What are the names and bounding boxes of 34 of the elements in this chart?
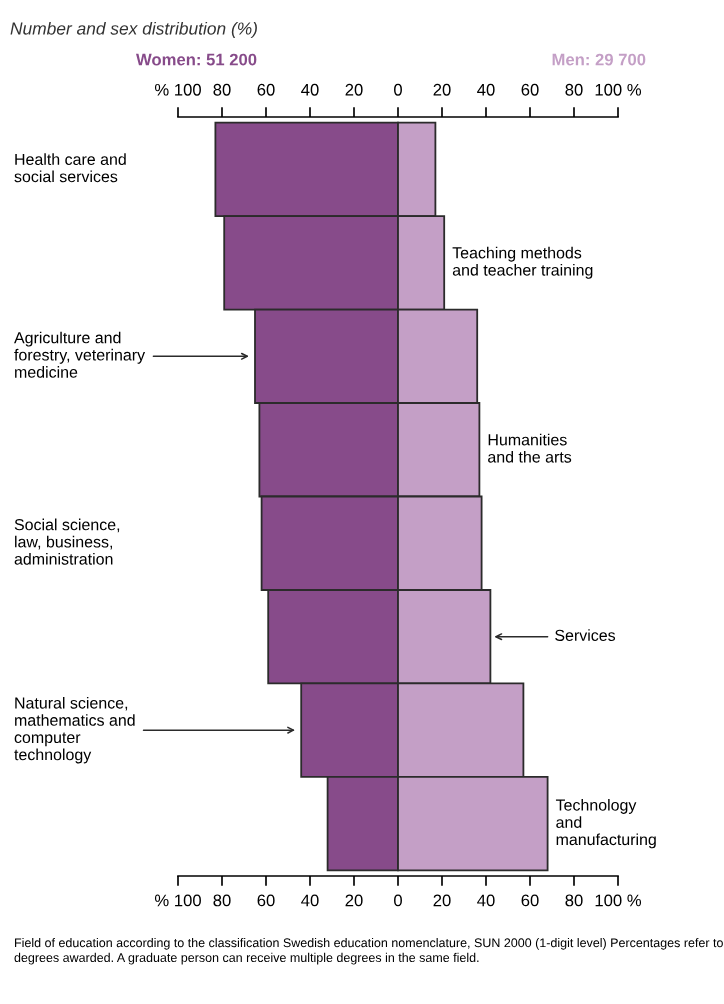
- x-tick-label: 0: [394, 894, 402, 907]
- x2-tick-label: 20: [345, 83, 363, 96]
- x2-tick-label: 20: [433, 83, 451, 96]
- x2-tick-label: 0: [394, 83, 402, 96]
- y-tick-label: Health care and social services: [14, 153, 126, 183]
- y-tick-label: Social science, law, business, administration: [14, 518, 120, 565]
- y-tick-label: Technology and manufacturing: [555, 799, 656, 849]
- y-tick-label: Natural science, mathematics and computer technology: [14, 696, 135, 764]
- x-tick-label: 20: [345, 894, 363, 907]
- text: Women: 51 200: [136, 53, 257, 66]
- x2-tick-label: 60: [257, 83, 275, 96]
- y-tick-label: Services: [555, 629, 616, 641]
- x-tick-label: 60: [257, 894, 275, 907]
- y-tick-label: Agriculture and forestry, veterinary medicine: [14, 331, 146, 378]
- x2-tick-label: 40: [301, 83, 319, 96]
- x-tick-label: 40: [301, 894, 319, 907]
- x2-tick-label: 80: [213, 83, 231, 96]
- x2-tick-label: 60: [521, 83, 539, 96]
- y-tick-label: Humanities and the arts: [488, 433, 572, 463]
- x-tick-label: 100 %: [595, 894, 642, 907]
- x2-tick-label: 80: [565, 83, 583, 96]
- x-tick-label: 40: [477, 894, 495, 907]
- x2-tick-label: 40: [477, 83, 495, 96]
- x-tick-label: 80: [213, 894, 231, 907]
- y-tick-label: Teaching methods and teacher training: [452, 246, 593, 279]
- x-tick-label: 80: [565, 894, 583, 907]
- x-tick-label: 20: [433, 894, 451, 907]
- chart-title: Number and sex distribution (%): [10, 21, 257, 39]
- x2-tick-label: 100 %: [595, 83, 642, 96]
- text: Men: 29 700: [552, 53, 646, 66]
- x2-tick-label: % 100: [154, 83, 201, 96]
- x-tick-label: 60: [521, 894, 539, 907]
- text: Field of education according to the classification Swedish education nomenclature, SUN 2000 (1-digit level) Percentages refer to degrees awarded. A graduate person can receive multiple degrees in the same field.: [14, 938, 723, 965]
- x-tick-label: % 100: [154, 894, 201, 907]
